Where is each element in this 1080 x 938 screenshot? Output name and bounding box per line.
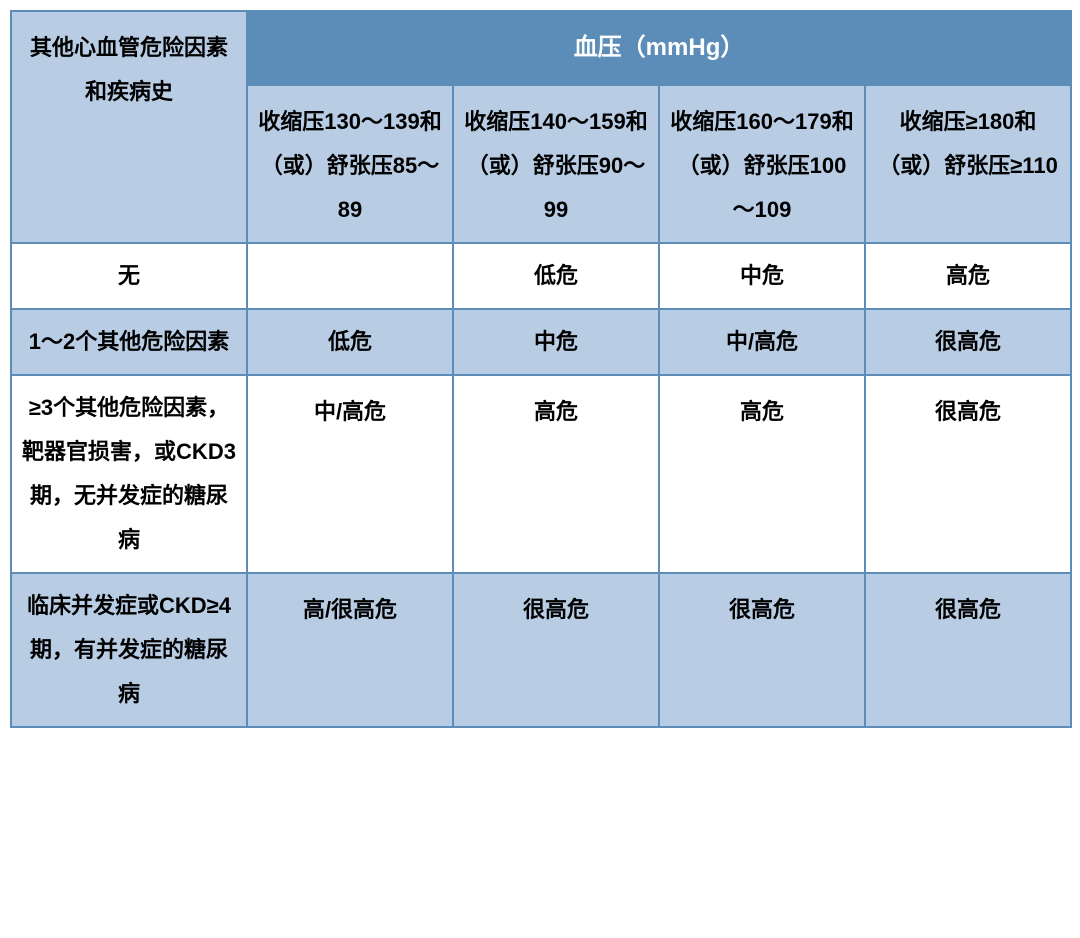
col-header-1: 收缩压140～159和（或）舒张压90～99 [453, 85, 659, 243]
col-header-2: 收缩压160～179和（或）舒张压100～109 [659, 85, 865, 243]
row-label: 临床并发症或CKD≥4期，有并发症的糖尿病 [11, 573, 247, 727]
cell: 高危 [659, 375, 865, 573]
cell: 中危 [453, 309, 659, 375]
row-header-title: 其他心血管危险因素和疾病史 [11, 11, 247, 243]
header-row-1: 其他心血管危险因素和疾病史 血压（mmHg） [11, 11, 1071, 85]
row-label: ≥3个其他危险因素，靶器官损害，或CKD3期，无并发症的糖尿病 [11, 375, 247, 573]
cell [247, 243, 453, 309]
cell: 低危 [453, 243, 659, 309]
row-label: 1～2个其他危险因素 [11, 309, 247, 375]
cell: 很高危 [453, 573, 659, 727]
cell: 中/高危 [659, 309, 865, 375]
cell: 中/高危 [247, 375, 453, 573]
cell: 很高危 [659, 573, 865, 727]
table-row: ≥3个其他危险因素，靶器官损害，或CKD3期，无并发症的糖尿病 中/高危 高危 … [11, 375, 1071, 573]
col-header-3: 收缩压≥180和（或）舒张压≥110 [865, 85, 1071, 243]
header-group-title: 血压（mmHg） [247, 11, 1071, 85]
table-row: 无 低危 中危 高危 [11, 243, 1071, 309]
cell: 很高危 [865, 375, 1071, 573]
cell: 中危 [659, 243, 865, 309]
risk-stratification-table: 其他心血管危险因素和疾病史 血压（mmHg） 收缩压130～139和（或）舒张压… [10, 10, 1072, 728]
cell: 很高危 [865, 309, 1071, 375]
table-row: 临床并发症或CKD≥4期，有并发症的糖尿病 高/很高危 很高危 很高危 很高危 [11, 573, 1071, 727]
row-label: 无 [11, 243, 247, 309]
cell: 很高危 [865, 573, 1071, 727]
cell: 低危 [247, 309, 453, 375]
cell: 高危 [453, 375, 659, 573]
col-header-0: 收缩压130～139和（或）舒张压85～89 [247, 85, 453, 243]
table-row: 1～2个其他危险因素 低危 中危 中/高危 很高危 [11, 309, 1071, 375]
cell: 高/很高危 [247, 573, 453, 727]
cell: 高危 [865, 243, 1071, 309]
